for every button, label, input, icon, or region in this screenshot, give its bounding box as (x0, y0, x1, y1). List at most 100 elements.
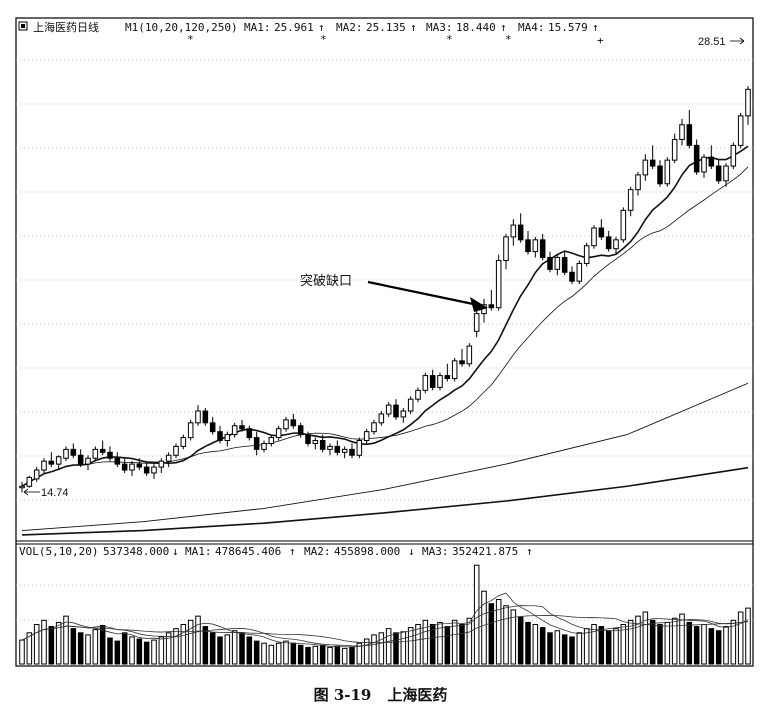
candle (246, 425, 253, 441)
candle (730, 142, 737, 169)
volume-bar-up (701, 623, 707, 665)
candle (121, 458, 128, 473)
candle (407, 396, 414, 414)
candle (33, 467, 40, 482)
volume-bar-up (671, 617, 678, 665)
candle-body-down (393, 404, 399, 418)
volume-ma-lines (21, 592, 749, 648)
candle (268, 434, 275, 447)
candle-body-up (745, 88, 751, 117)
candle-body-down (239, 425, 245, 430)
candle (664, 157, 671, 187)
high-arrow-head (739, 37, 745, 45)
volume-bar-up (481, 590, 487, 665)
ma-params: M1(10,20,120,250) (125, 21, 238, 34)
candle-body-down (429, 375, 436, 388)
candle-body-up (671, 138, 678, 161)
ma4-label: MA4: (518, 21, 545, 34)
candle (48, 452, 55, 468)
volume-bar-up (407, 627, 414, 665)
volume-bar-up (224, 634, 231, 665)
volume-bar-up (503, 605, 509, 665)
candle-body-up (437, 375, 443, 388)
candle-body-up (642, 159, 649, 176)
candle-body-down (569, 271, 575, 282)
candle (114, 452, 121, 468)
candle-body-down (107, 451, 113, 459)
ma2-label: MA2: (336, 21, 363, 34)
candle (723, 163, 729, 187)
candle-body-up (473, 313, 480, 332)
candle (598, 219, 605, 240)
volume-bar-up (737, 611, 744, 665)
price-grid (16, 59, 753, 501)
candle-body-up (129, 463, 135, 471)
volume-bar-up (63, 615, 69, 665)
candle (657, 160, 663, 187)
price-header: 上海医药日线 M1(10,20,120,250) MA1: 25.961 ↑ M… (18, 20, 599, 34)
candle-body-down (334, 445, 341, 453)
candle (297, 422, 304, 438)
candle-body-up (261, 442, 267, 450)
candle (459, 349, 465, 367)
candle (195, 405, 201, 426)
volume-bar-up (165, 632, 172, 665)
candle-body-up (92, 448, 99, 459)
candle-body-down (48, 460, 55, 465)
ma3-arrow: ↑ (500, 21, 507, 34)
candle-body-up (451, 360, 458, 380)
window-icon[interactable] (18, 21, 28, 31)
candle-body-down (605, 236, 612, 250)
candle-body-down (202, 410, 209, 424)
candle-body-up (165, 454, 172, 462)
candle (41, 458, 47, 473)
candle-body-down (121, 463, 128, 471)
breakout-gap-annotation: 突破缺口 (300, 273, 488, 312)
candle-body-up (371, 422, 377, 433)
volume-bar-down (107, 637, 113, 665)
candle-body-up (33, 469, 40, 480)
low-marker: 14.74 (23, 487, 69, 499)
volume-bar-down (99, 625, 106, 665)
candle-body-down (657, 165, 663, 185)
candle-body-up (283, 419, 289, 430)
volume-bar-up (664, 621, 671, 665)
volume-bar-down (715, 630, 722, 665)
candle (334, 440, 341, 456)
candle-body-down (70, 448, 77, 456)
low-label: 14.74 (41, 487, 69, 499)
candle-body-down (686, 124, 693, 146)
figure-number: 图 3-19 (313, 686, 372, 704)
volume-bar-down (143, 641, 150, 665)
candle (224, 431, 231, 447)
candle-body-down (598, 227, 605, 238)
candle (627, 186, 634, 217)
candle-body-up (224, 434, 231, 442)
candle (400, 408, 407, 423)
candle-body-up (627, 189, 634, 211)
volume-bar-down (517, 616, 524, 665)
candle (290, 413, 297, 429)
stock-name: 上海医药日线 (33, 20, 99, 34)
candle-body-up (554, 257, 561, 270)
volume-bar-up (510, 609, 517, 665)
candle (569, 266, 575, 285)
volume-bar-up (129, 636, 135, 665)
candle-body-up (385, 404, 392, 415)
candle-body-up (723, 165, 729, 182)
candle-body-down (561, 257, 568, 273)
candle (591, 225, 597, 249)
volume-bar-down (657, 623, 663, 665)
candle (547, 251, 553, 273)
volume-bar-down (605, 630, 612, 665)
volume-bar-up (437, 621, 443, 665)
candle-body-up (591, 227, 597, 247)
candle (349, 443, 355, 459)
candle (85, 455, 91, 471)
ma1-arrow: ↑ (318, 21, 325, 34)
ma2-arrow: ↑ (410, 21, 417, 34)
candle-body-up (730, 144, 737, 167)
volume-bar-up (451, 619, 458, 665)
volume-bar-up (327, 646, 333, 665)
candle-body-down (114, 457, 121, 465)
